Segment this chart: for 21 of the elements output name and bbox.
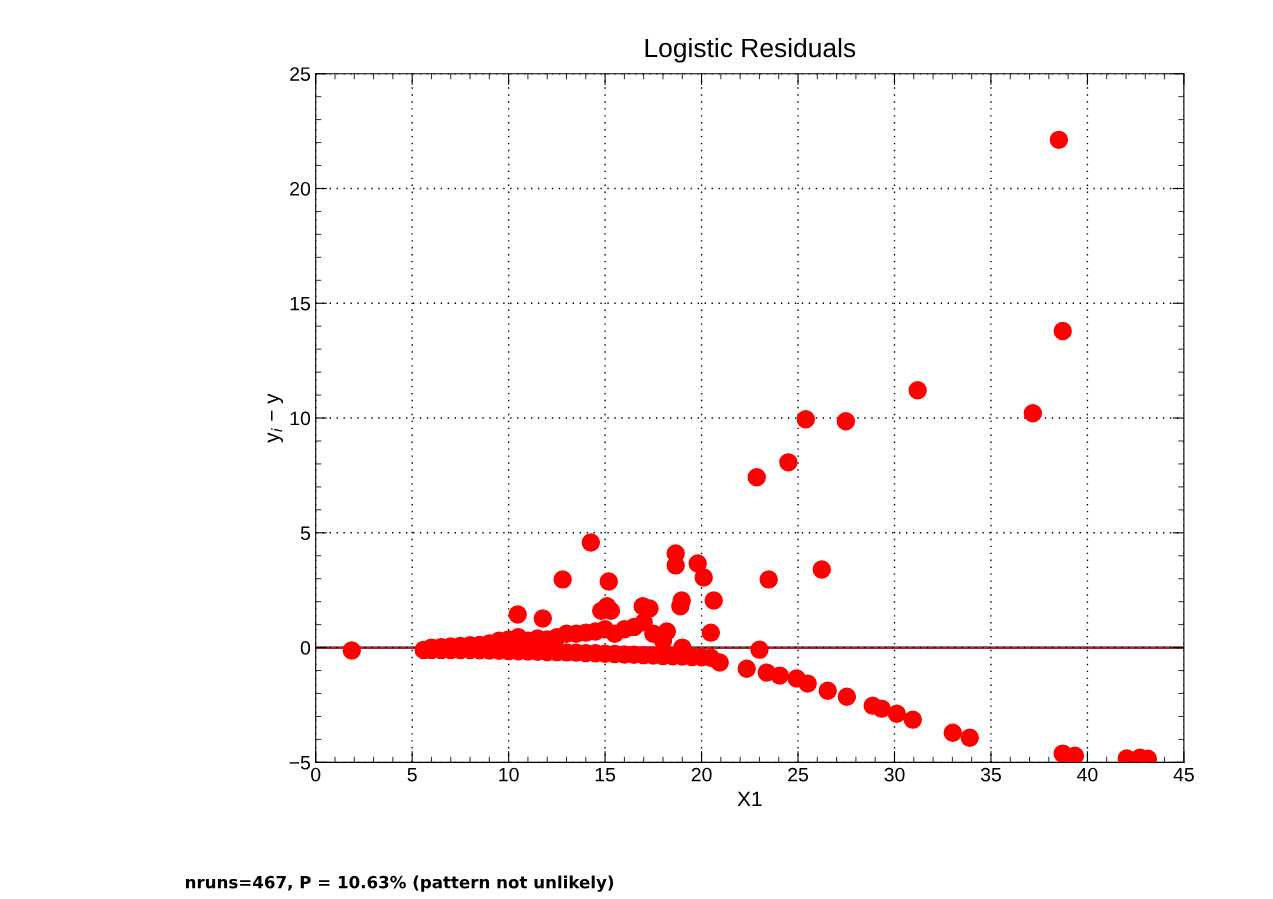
x-tick-label: 5 [407,767,417,782]
y-tick-label: 25 [290,67,311,81]
x-tick-label: 45 [1173,767,1194,782]
x-tick-label: 35 [980,767,1001,782]
text: nruns=467, P = 10.63% (pattern not unlikely) [185,875,614,892]
x-tick-label: 0 [311,767,321,782]
y-axis-title: y$_{i}$ − y [267,393,284,443]
x-tick-label: 40 [1077,767,1098,782]
y-tick-label: 20 [290,181,311,196]
y-tick-label: 15 [290,296,311,311]
x-tick-label: 25 [788,767,809,782]
chart-title: Logistic Residuals [645,37,856,63]
y-tick-label: −5 [289,756,311,770]
y-tick-label: 10 [290,411,311,426]
y-tick-label: 0 [300,641,311,655]
x-tick-label: 10 [499,767,519,782]
y-tick-label: 5 [300,526,311,541]
x-tick-label: 20 [691,767,712,782]
x-axis-title: X1 [737,791,762,806]
x-tick-label: 30 [884,767,905,782]
x-tick-label: 15 [595,767,616,782]
